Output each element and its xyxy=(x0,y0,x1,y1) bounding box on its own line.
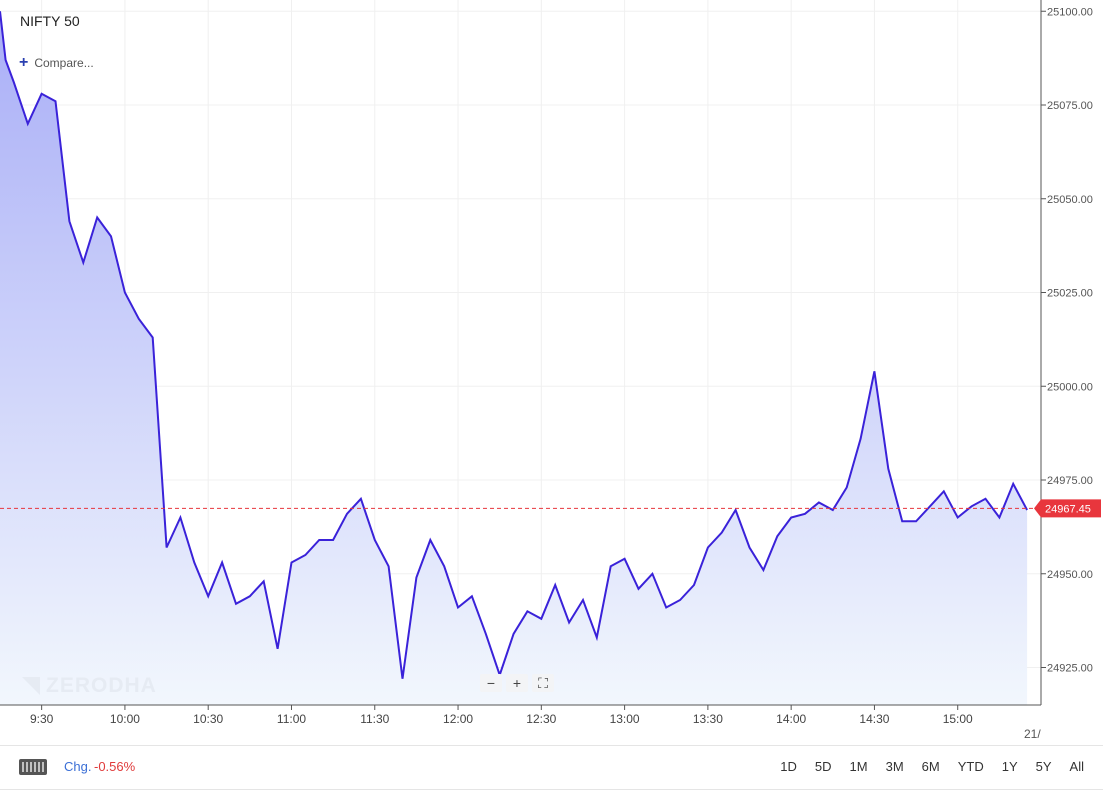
zoom-in-button[interactable]: + xyxy=(506,674,528,692)
fullscreen-button[interactable]: ⛶ xyxy=(532,674,554,692)
range-1y[interactable]: 1Y xyxy=(1001,759,1018,774)
y-tick-label: 25100.00 xyxy=(1047,6,1093,18)
last-price-tag-shape xyxy=(1034,499,1101,518)
zerodha-watermark: ZERODHA xyxy=(22,674,157,698)
plus-icon: + xyxy=(19,54,29,71)
x-tick-label: 10:00 xyxy=(110,712,140,726)
price-line xyxy=(0,11,1028,679)
zoom-controls: − + ⛶ xyxy=(480,674,554,692)
x-tick-label: 9:30 xyxy=(30,712,54,726)
price-chart[interactable]: 24925.00 24950.00 24975.00 25000.00 25025.00… xyxy=(0,0,1103,745)
compare-label: Compare... xyxy=(34,56,94,70)
keyboard-icon[interactable] xyxy=(19,759,47,775)
range-6m[interactable]: 6M xyxy=(921,759,940,774)
x-tick-label: 13:30 xyxy=(693,712,723,726)
bottom-toolbar: Chg. -0.56% 1D 5D 1M 3M 6M YTD 1Y 5Y All xyxy=(0,745,1103,790)
range-5d[interactable]: 5D xyxy=(814,759,832,774)
grid-lines xyxy=(0,0,1041,705)
x-tick-label: 12:30 xyxy=(526,712,556,726)
range-ytd[interactable]: YTD xyxy=(957,759,984,774)
last-price-tag-text: 24967.45 xyxy=(1045,503,1091,515)
change-value: -0.56% xyxy=(94,759,136,774)
compare-button[interactable]: + Compare... xyxy=(19,54,94,71)
y-tick-label: 25000.00 xyxy=(1047,381,1093,393)
x-tick-label: 15:00 xyxy=(943,712,973,726)
y-tick-label: 25050.00 xyxy=(1047,194,1093,206)
range-3m[interactable]: 3M xyxy=(885,759,904,774)
y-tick-label: 25025.00 xyxy=(1047,288,1093,300)
x-axis-edge-label: 21/ xyxy=(1024,727,1041,741)
x-tick-label: 13:00 xyxy=(610,712,640,726)
x-tick-label: 14:30 xyxy=(859,712,889,726)
x-tick-label: 11:00 xyxy=(277,712,306,726)
y-tick-label: 24925.00 xyxy=(1047,663,1093,675)
watermark-text: ZERODHA xyxy=(46,674,157,697)
change-label: Chg. xyxy=(64,759,92,774)
range-selector: 1D 5D 1M 3M 6M YTD 1Y 5Y All xyxy=(762,759,1084,774)
zoom-out-button[interactable]: − xyxy=(480,674,502,692)
y-axis: 24925.00 24950.00 24975.00 25000.00 25025.00… xyxy=(1041,6,1093,675)
y-tick-label: 24975.00 xyxy=(1047,475,1093,487)
y-tick-label: 24950.00 xyxy=(1047,569,1093,581)
x-tick-label: 14:00 xyxy=(776,712,806,726)
y-tick-label: 25075.00 xyxy=(1047,100,1093,112)
x-tick-label: 10:30 xyxy=(193,712,223,726)
last-price-tag: 24967.45 xyxy=(1034,499,1101,518)
x-tick-label: 11:30 xyxy=(360,712,389,726)
x-axis[interactable]: 9:30 10:00 10:30 11:00 11:30 12:00 12:30 13:00 1… xyxy=(30,705,973,726)
x-tick-label: 12:00 xyxy=(443,712,473,726)
price-area xyxy=(0,11,1028,706)
chart-title: NIFTY 50 xyxy=(20,13,80,29)
zerodha-logo-icon xyxy=(22,677,40,695)
range-5y[interactable]: 5Y xyxy=(1035,759,1052,774)
range-1m[interactable]: 1M xyxy=(849,759,868,774)
range-all[interactable]: All xyxy=(1069,759,1084,774)
range-1d[interactable]: 1D xyxy=(780,759,797,774)
